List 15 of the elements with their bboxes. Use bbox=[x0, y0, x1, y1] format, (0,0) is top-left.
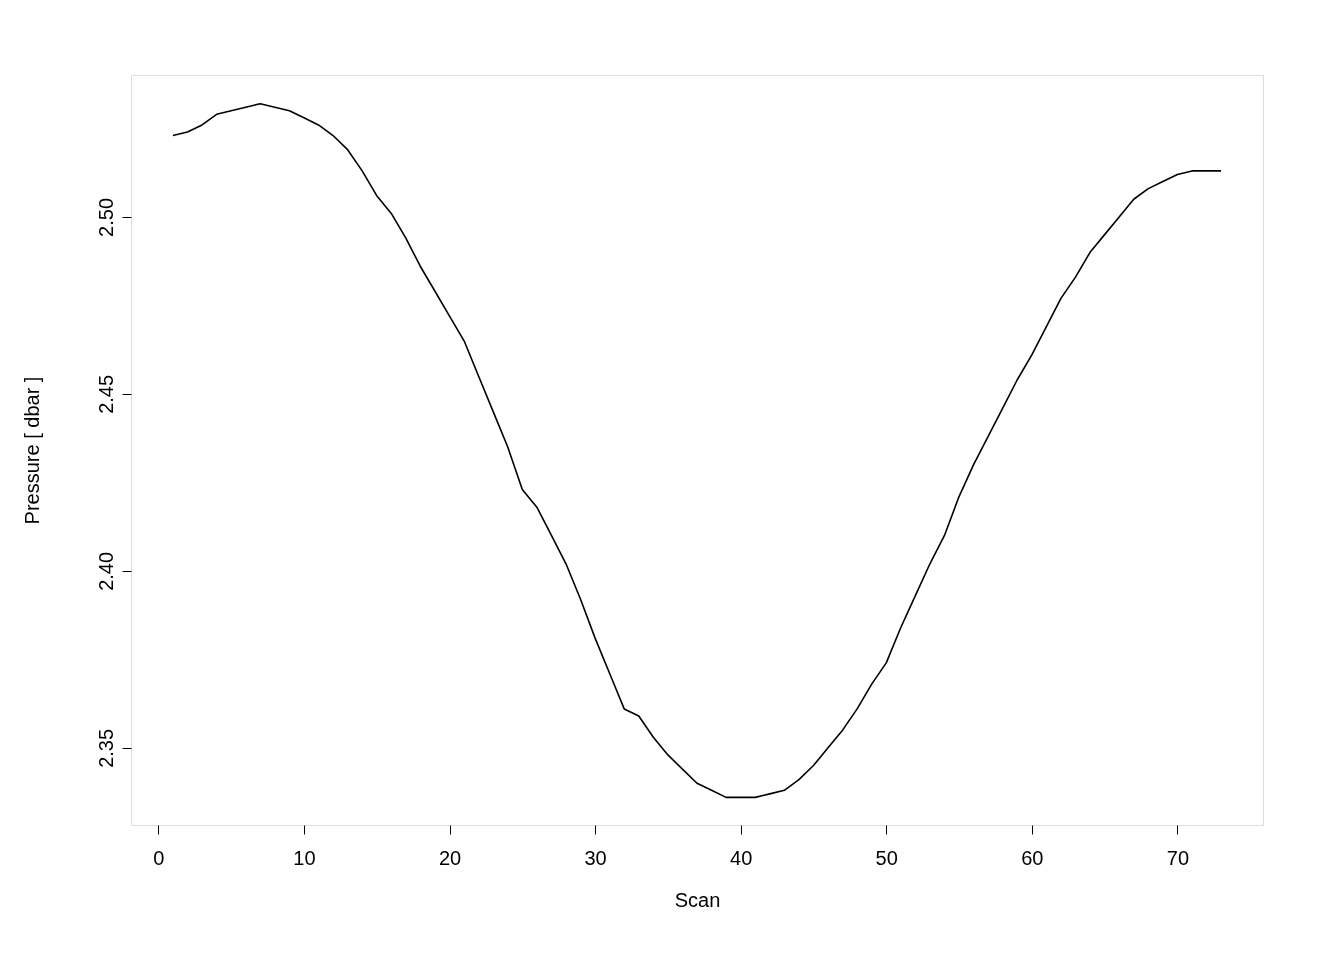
x-tick-label: 40 bbox=[730, 846, 753, 869]
line-series bbox=[172, 102, 1222, 799]
x-tick-label: 20 bbox=[438, 846, 462, 869]
x-tick-label: 50 bbox=[875, 846, 898, 869]
y-tick-label: 2.50 bbox=[94, 197, 117, 237]
x-axis-title: Scan bbox=[674, 888, 721, 911]
y-tick-label: 2.45 bbox=[94, 374, 117, 414]
y-tick-label: 2.40 bbox=[94, 551, 117, 591]
x-tick-label: 70 bbox=[1166, 846, 1190, 869]
x-tick-label: 30 bbox=[584, 846, 607, 869]
y-axis-title: Pressure [ dbar ] bbox=[20, 376, 43, 525]
x-tick-label: 60 bbox=[1021, 846, 1044, 869]
y-tick-label: 2.35 bbox=[94, 728, 117, 768]
x-tick-label: 0 bbox=[153, 846, 165, 869]
x-tick-label: 10 bbox=[293, 846, 316, 869]
